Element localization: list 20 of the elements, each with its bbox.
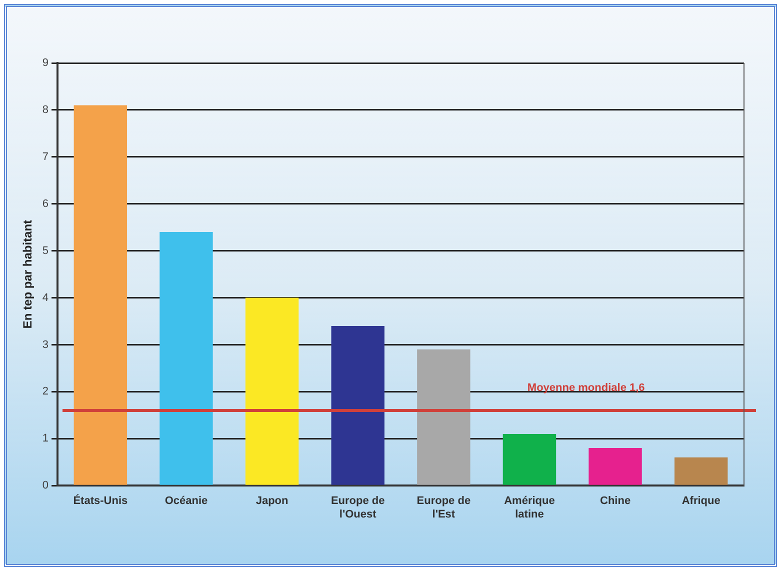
ref-line-label: Moyenne mondiale 1,6 [527,382,645,394]
x-tick-label: Europe de l'Ouest [330,495,385,520]
y-tick-label: 2 [42,386,49,398]
y-tick-label: 6 [42,198,49,210]
y-tick-label: 3 [42,338,49,351]
x-tick-label: Japon [256,495,289,508]
y-tick-label: 1 [42,432,49,445]
y-tick-label: 5 [42,244,49,257]
y-tick-label: 0 [42,480,49,492]
x-tick-label: États-Unis [73,494,128,508]
x-tick-label: Europe de l'Est [416,495,471,520]
y-tick-label: 8 [42,104,49,116]
y-axis-title: En tep par habitant [20,220,35,329]
x-tick-label: Afrique [682,495,720,508]
y-tick-label: 9 [42,57,49,70]
y-tick-label: 7 [42,150,49,163]
x-tick-label: Amérique latine [504,495,555,520]
x-tick-label: Chine [600,495,631,508]
x-tick-label: Océanie [164,495,208,508]
y-tick-label: 4 [42,292,49,304]
